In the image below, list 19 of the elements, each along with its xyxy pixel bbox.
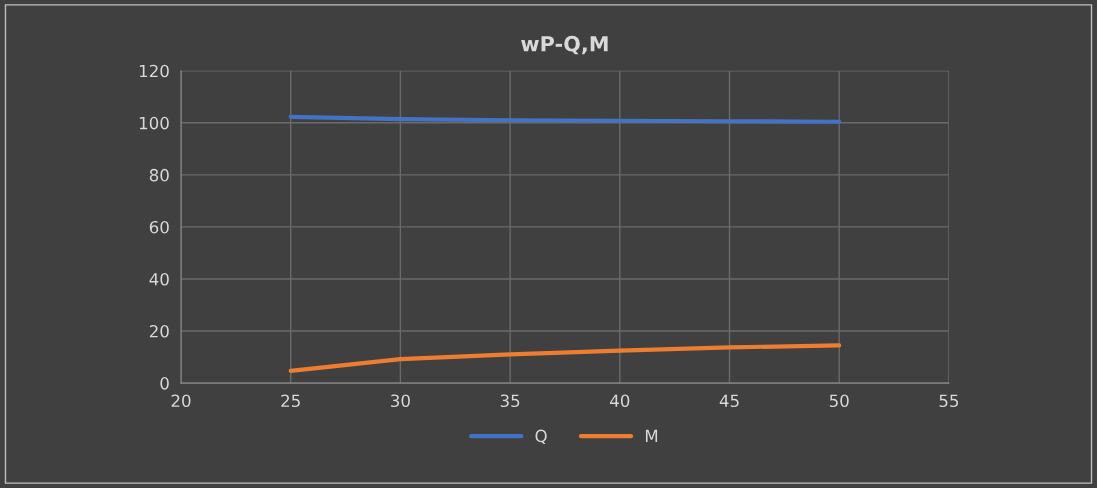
legend-label: M: [645, 429, 658, 442]
x-tick-label: 45: [719, 394, 739, 408]
x-tick-label: 55: [939, 394, 959, 408]
x-tick-label: 20: [171, 394, 191, 408]
x-tick-label: 35: [500, 394, 520, 408]
y-tick-label: 80: [149, 168, 169, 182]
legend-label: Q: [535, 429, 547, 445]
line-series: [288, 343, 842, 373]
y-tick-label: 40: [149, 272, 169, 286]
x-tick-label: 50: [829, 394, 849, 408]
y-tick-label: 0: [160, 377, 169, 390]
y-tick-label: 120: [139, 64, 169, 78]
chart-title: wP-Q,M: [521, 35, 608, 55]
y-tick-label: 100: [139, 116, 169, 130]
x-tick-label: 25: [281, 394, 300, 408]
x-tick-label: 30: [391, 394, 410, 408]
y-tick-label: 60: [149, 220, 169, 234]
y-tick-label: 20: [149, 324, 169, 338]
x-tick-label: 40: [610, 394, 630, 408]
